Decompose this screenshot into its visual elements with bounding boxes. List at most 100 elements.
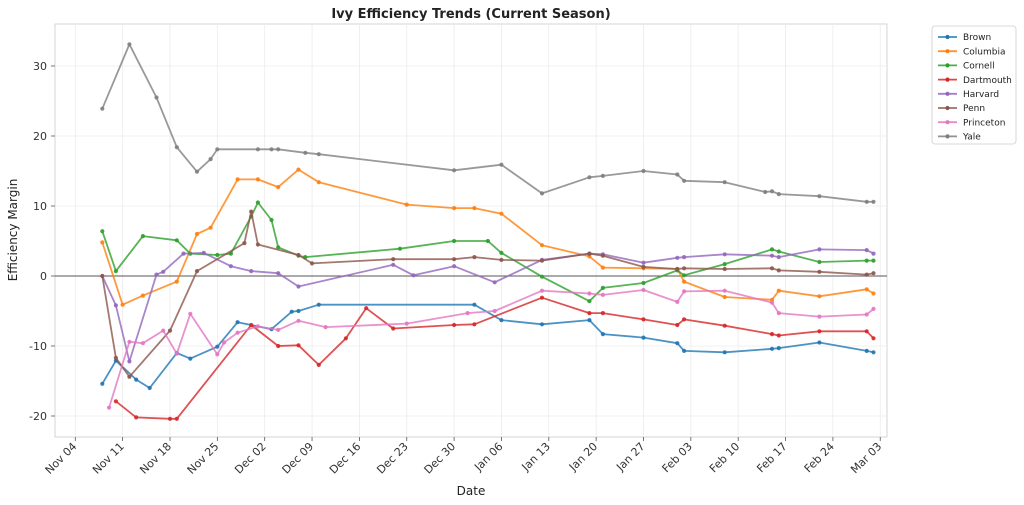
legend-item-princeton: Princeton [938, 118, 1005, 128]
data-point-penn [472, 255, 477, 260]
data-point-dartmouth [675, 322, 680, 328]
data-point-princeton [127, 339, 132, 344]
data-point-brown [316, 302, 321, 307]
data-point-harvard [113, 303, 118, 308]
data-point-cornell [485, 238, 490, 244]
data-point-princeton [235, 330, 240, 335]
legend-item-cornell: Cornell [938, 62, 995, 72]
series-penn [100, 209, 876, 379]
data-point-harvard [296, 284, 301, 289]
data-point-columbia [864, 287, 869, 292]
data-point-penn [127, 374, 132, 379]
data-point-columbia [499, 211, 504, 216]
legend-label: Harvard [963, 90, 999, 100]
data-point-yale [100, 106, 105, 111]
data-point-dartmouth [174, 416, 179, 421]
data-point-princeton [641, 287, 646, 293]
data-point-harvard [411, 273, 416, 278]
legend-label: Penn [963, 104, 985, 114]
data-point-yale [208, 157, 213, 162]
data-point-cornell [776, 249, 781, 254]
series-line-princeton [108, 289, 875, 408]
data-point-harvard [722, 252, 727, 257]
data-point-yale [499, 162, 504, 167]
data-point-penn [641, 264, 646, 269]
data-point-yale [675, 172, 680, 177]
data-point-cornell [817, 259, 822, 265]
data-point-yale [682, 178, 687, 183]
data-point-columbia [140, 293, 145, 298]
data-point-cornell [871, 258, 876, 263]
data-point-harvard [641, 260, 646, 265]
y-axis-title: Efficiency Margin [6, 179, 20, 282]
data-point-cornell [587, 299, 592, 304]
data-point-harvard [452, 264, 457, 269]
data-point-brown [769, 346, 775, 351]
data-point-princeton [769, 300, 775, 305]
data-point-harvard [161, 269, 166, 274]
data-point-yale [769, 189, 775, 194]
data-point-columbia [600, 265, 606, 270]
data-point-yale [600, 173, 606, 178]
data-point-yale [303, 150, 308, 155]
data-point-dartmouth [769, 332, 775, 337]
data-point-dartmouth [587, 311, 592, 316]
legend: Brown Columbia Cornell Dartmouth Harvard Penn… [931, 25, 1017, 145]
data-point-yale [864, 199, 869, 204]
series-dartmouth [113, 295, 876, 421]
data-point-columbia [776, 288, 781, 293]
data-point-cornell [769, 247, 775, 252]
legend-label: Brown [963, 33, 991, 43]
y-tick-label: -20 [29, 410, 47, 423]
data-point-harvard [682, 255, 687, 260]
data-point-cornell [113, 269, 118, 274]
data-point-brown [600, 332, 606, 337]
data-point-brown [587, 318, 592, 323]
data-point-penn [113, 355, 118, 360]
legend-label: Columbia [963, 47, 1006, 57]
data-point-harvard [181, 251, 186, 256]
y-tick-label: 0 [40, 270, 47, 283]
data-point-columbia [682, 279, 687, 284]
data-point-harvard [228, 264, 233, 269]
data-point-princeton [682, 289, 687, 294]
legend-item-penn: Penn [938, 104, 985, 114]
data-point-penn [864, 272, 869, 277]
data-point-dartmouth [364, 306, 369, 311]
data-point-princeton [539, 288, 545, 293]
data-point-cornell [140, 234, 145, 239]
data-point-cornell [276, 245, 281, 250]
data-point-brown [722, 350, 727, 355]
legend-item-dartmouth: Dartmouth [938, 76, 1012, 86]
data-point-dartmouth [391, 326, 396, 331]
data-point-princeton [161, 328, 166, 333]
data-point-princeton [404, 321, 409, 326]
data-point-harvard [864, 248, 869, 253]
data-point-princeton [817, 314, 822, 319]
data-point-cornell [255, 200, 260, 205]
data-point-brown [296, 308, 301, 314]
data-point-columbia [255, 177, 260, 182]
data-point-princeton [188, 311, 193, 316]
data-point-brown [235, 320, 240, 325]
data-point-dartmouth [316, 362, 321, 367]
data-point-penn [722, 266, 727, 272]
data-point-brown [682, 348, 687, 353]
data-point-dartmouth [296, 343, 301, 348]
data-point-princeton [296, 318, 301, 323]
data-point-cornell [682, 273, 687, 278]
legend-label: Princeton [963, 118, 1005, 128]
data-point-dartmouth [452, 322, 457, 328]
data-point-princeton [174, 351, 179, 356]
data-point-brown [134, 377, 139, 382]
data-point-penn [776, 268, 781, 273]
data-point-harvard [154, 272, 159, 277]
grid-lines [55, 24, 887, 437]
data-point-columbia [722, 294, 727, 300]
y-axis-ticks: -20 -10 0 10 20 30 [29, 60, 55, 423]
data-point-harvard [249, 269, 254, 274]
data-point-yale [539, 191, 545, 196]
data-point-cornell [641, 280, 646, 286]
data-point-brown [776, 346, 781, 351]
data-point-yale [763, 189, 768, 195]
